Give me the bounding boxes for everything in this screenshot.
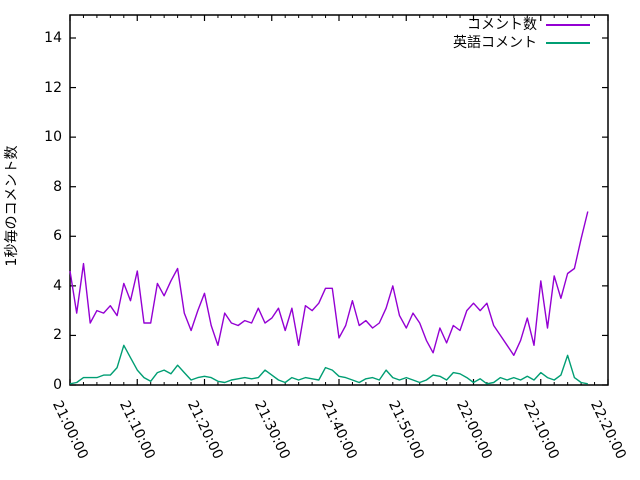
legend: コメント数 英語コメント bbox=[453, 17, 590, 51]
y-tick-label: 12 bbox=[44, 79, 62, 96]
y-axis-title: 1秒毎のコメント数 bbox=[4, 145, 20, 267]
legend-entry-comments: コメント数 bbox=[453, 17, 590, 33]
y-tick-label: 6 bbox=[53, 228, 62, 245]
legend-label-english-comments: 英語コメント bbox=[453, 35, 537, 51]
y-tick-label: 10 bbox=[44, 129, 62, 146]
y-tick-label: 8 bbox=[53, 178, 62, 195]
y-tick-label: 2 bbox=[53, 327, 62, 344]
legend-entry-english-comments: 英語コメント bbox=[453, 35, 590, 51]
y-tick-label: 0 bbox=[53, 377, 62, 393]
series-line-1 bbox=[69, 344, 588, 385]
legend-line-sample-comments bbox=[546, 24, 590, 26]
legend-label-comments: コメント数 bbox=[467, 17, 537, 33]
plot-border bbox=[69, 14, 609, 386]
series-line-0 bbox=[69, 211, 589, 356]
y-tick-label: 14 bbox=[44, 30, 62, 46]
y-tick-label: 4 bbox=[53, 277, 62, 294]
legend-line-sample-english-comments bbox=[546, 42, 590, 44]
